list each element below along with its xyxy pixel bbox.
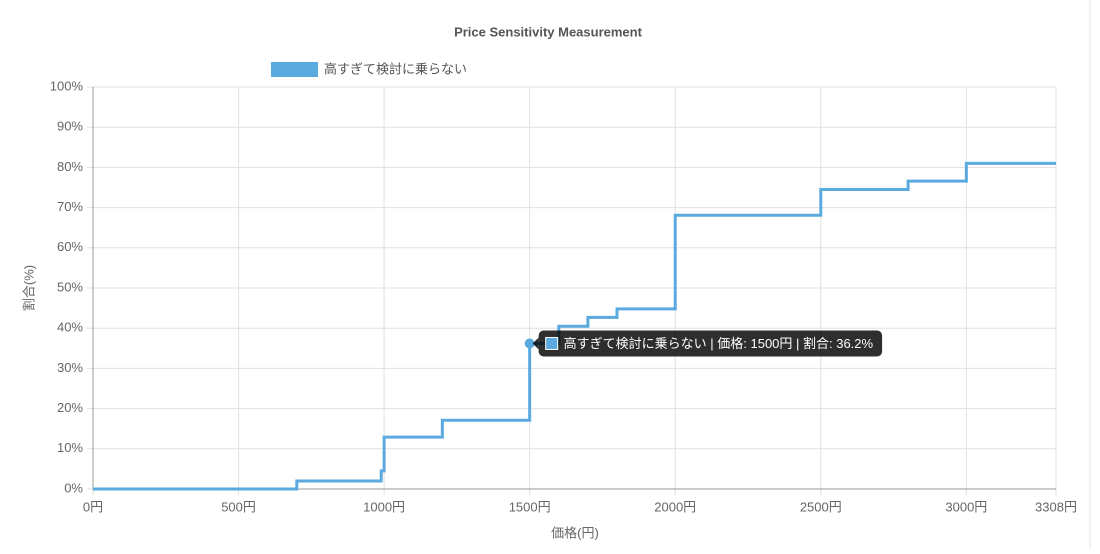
chart-title: Price Sensitivity Measurement <box>454 24 643 39</box>
x-tick-label: 1500円 <box>509 499 551 514</box>
tooltip-caret <box>532 337 539 350</box>
x-tick-label: 1000円 <box>363 499 405 514</box>
tooltip: 高すぎて検討に乗らない | 価格: 1500円 | 割合: 36.2% <box>532 330 883 357</box>
legend-label: 高すぎて検討に乗らない <box>324 61 467 76</box>
tooltip-text: 高すぎて検討に乗らない | 価格: 1500円 | 割合: 36.2% <box>564 336 874 351</box>
y-tick-label: 80% <box>57 159 83 174</box>
y-tick-label: 40% <box>57 320 83 335</box>
x-tick-label: 2500円 <box>800 499 842 514</box>
legend-swatch <box>271 62 318 77</box>
y-tick-label: 0% <box>64 480 83 495</box>
x-tick-label: 2000円 <box>654 499 696 514</box>
x-tick-label: 3000円 <box>945 499 987 514</box>
y-tick-label: 20% <box>57 400 83 415</box>
x-tick-label: 500円 <box>221 499 256 514</box>
y-tick-label: 90% <box>57 119 83 134</box>
y-tick-label: 70% <box>57 199 83 214</box>
data-line <box>93 161 1056 491</box>
y-tick-label: 100% <box>50 78 84 93</box>
x-tick-label: 3308円 <box>1035 499 1077 514</box>
x-tick-label: 0円 <box>83 499 103 514</box>
y-tick-label: 10% <box>57 440 83 455</box>
tooltip-swatch <box>545 336 559 350</box>
y-tick-label: 60% <box>57 239 83 254</box>
hover-point <box>524 338 535 349</box>
x-axis-label: 価格(円) <box>551 525 599 540</box>
y-tick-label: 30% <box>57 360 83 375</box>
y-axis-label: 割合(%) <box>21 265 36 311</box>
tooltip-box <box>538 330 883 357</box>
y-tick-label: 50% <box>57 279 83 294</box>
